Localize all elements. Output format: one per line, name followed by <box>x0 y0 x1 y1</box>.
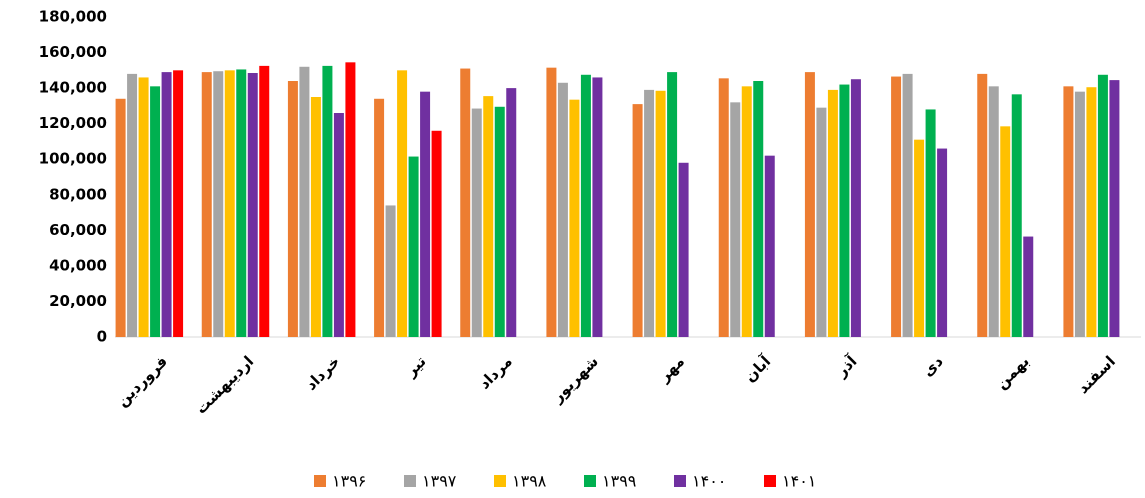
legend-label: ۱۳۹۸ <box>512 472 547 491</box>
bar <box>644 89 655 337</box>
x-tick-label: فروردین <box>113 352 171 410</box>
bar <box>580 74 591 338</box>
x-tick-label: اسفند <box>1074 352 1119 397</box>
bar <box>247 73 258 337</box>
bar <box>460 68 471 338</box>
bar <box>385 205 396 337</box>
bar <box>988 86 999 337</box>
bar <box>161 72 172 337</box>
legend-label: ۱۳۹۷ <box>422 472 457 491</box>
bar <box>569 99 580 338</box>
x-tick-label: خرداد <box>302 352 343 393</box>
legend-swatch <box>764 475 776 487</box>
y-tick-label: 180,000 <box>39 8 107 26</box>
bar <box>937 148 948 337</box>
bar <box>138 77 149 337</box>
x-tick-label: اردیبهشت <box>192 352 257 417</box>
bar <box>632 104 643 337</box>
bar <box>827 89 838 337</box>
bar <box>977 73 988 337</box>
bar <box>494 106 505 338</box>
bar <box>150 86 161 337</box>
bar <box>483 96 494 337</box>
bar <box>592 77 603 337</box>
y-tick-label: 60,000 <box>49 221 107 239</box>
x-tick-label: مرداد <box>475 352 515 392</box>
y-tick-label: 20,000 <box>49 292 107 310</box>
y-tick-label: 80,000 <box>49 185 107 203</box>
bar <box>741 86 752 337</box>
bar <box>213 71 224 337</box>
bar <box>839 84 850 337</box>
bar <box>1097 74 1108 338</box>
bar <box>1086 87 1097 337</box>
bar <box>914 139 925 337</box>
legend-swatch <box>674 475 686 487</box>
x-tick-label: بهمن <box>992 352 1032 392</box>
legend-label: ۱۳۹۶ <box>332 472 366 491</box>
bar <box>471 108 482 337</box>
bar <box>397 70 408 337</box>
legend-swatch <box>584 475 596 487</box>
bar <box>925 109 936 337</box>
bar <box>1063 86 1074 337</box>
bar <box>753 81 764 337</box>
bar <box>374 98 385 338</box>
bar <box>557 82 568 338</box>
bar <box>730 102 741 337</box>
bar <box>655 90 666 338</box>
bar <box>804 72 815 337</box>
legend-label: ۱۴۰۰ <box>692 472 726 491</box>
bar <box>310 97 321 337</box>
bar <box>764 155 775 337</box>
legend-label: ۱۴۰۱ <box>782 472 816 491</box>
bar <box>902 73 913 337</box>
bar <box>201 72 212 337</box>
x-tick-label: تیر <box>401 352 429 380</box>
y-tick-label: 160,000 <box>39 43 107 61</box>
y-tick-label: 140,000 <box>39 79 107 97</box>
bar <box>345 62 356 337</box>
x-tick-label: آذر <box>832 352 861 381</box>
bar <box>1011 94 1022 337</box>
bar <box>333 113 344 337</box>
bar <box>1109 80 1120 337</box>
legend-swatch <box>404 475 416 487</box>
bar <box>115 98 126 338</box>
bar <box>236 69 247 337</box>
bar <box>546 67 557 338</box>
bar <box>322 65 333 337</box>
bar <box>678 162 689 337</box>
bar <box>1000 126 1011 337</box>
bar <box>667 72 678 337</box>
bar <box>224 70 235 337</box>
bar <box>420 91 431 338</box>
legend-swatch <box>314 475 326 487</box>
bar <box>259 65 270 337</box>
y-tick-label: 120,000 <box>39 114 107 132</box>
x-tick-label: آبان <box>741 352 775 386</box>
x-tick-label: مهر <box>654 352 688 386</box>
bar <box>408 156 419 337</box>
bar <box>850 79 861 337</box>
bar <box>506 88 517 337</box>
bar <box>1074 91 1085 338</box>
bar <box>1023 236 1034 337</box>
bar <box>299 66 310 338</box>
legend-label: ۱۳۹۹ <box>602 472 636 491</box>
y-tick-label: 0 <box>97 328 107 346</box>
bar <box>287 81 298 337</box>
y-tick-label: 100,000 <box>39 150 107 168</box>
y-tick-label: 40,000 <box>49 256 107 274</box>
bar <box>173 70 184 337</box>
legend-swatch <box>494 475 506 487</box>
bar <box>718 78 729 337</box>
x-tick-label: شهریور <box>548 352 602 406</box>
bar <box>431 130 442 337</box>
x-tick-label: دی <box>919 352 947 380</box>
bar <box>891 76 902 338</box>
bar <box>127 73 138 337</box>
bar <box>816 107 827 338</box>
